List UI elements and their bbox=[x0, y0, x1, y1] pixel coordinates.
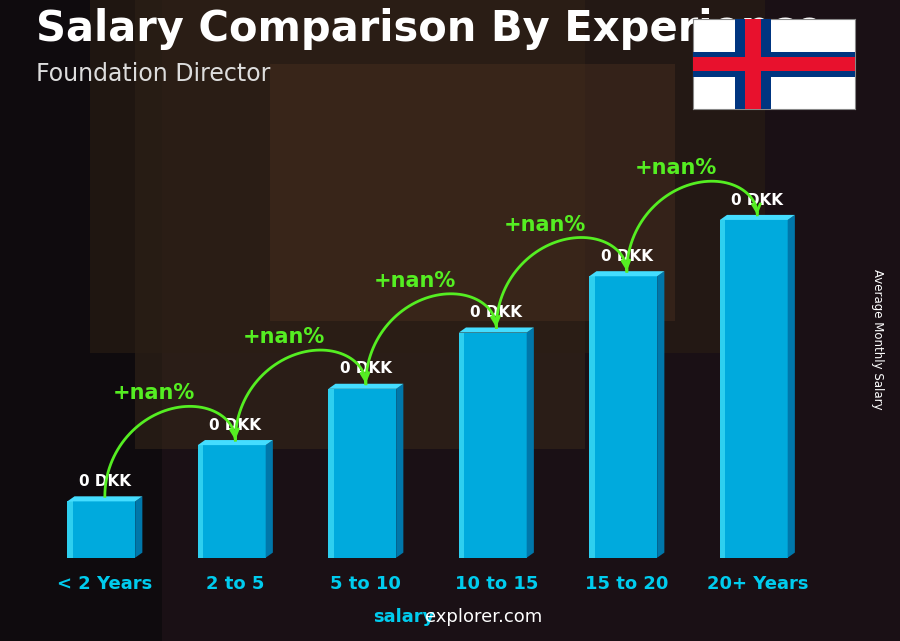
Text: 0 DKK: 0 DKK bbox=[471, 305, 522, 320]
Polygon shape bbox=[328, 384, 403, 389]
Polygon shape bbox=[657, 271, 664, 558]
Text: 5 to 10: 5 to 10 bbox=[330, 574, 401, 592]
Polygon shape bbox=[396, 384, 403, 558]
Bar bbox=[693, 57, 855, 71]
Text: +nan%: +nan% bbox=[504, 215, 587, 235]
Polygon shape bbox=[590, 276, 657, 558]
Polygon shape bbox=[720, 220, 788, 558]
Text: explorer.com: explorer.com bbox=[425, 608, 542, 626]
Polygon shape bbox=[198, 445, 203, 558]
Text: Salary Comparison By Experience: Salary Comparison By Experience bbox=[36, 8, 824, 50]
Text: 0 DKK: 0 DKK bbox=[340, 362, 392, 376]
Text: +nan%: +nan% bbox=[243, 327, 326, 347]
Text: 0 DKK: 0 DKK bbox=[732, 192, 783, 208]
Polygon shape bbox=[526, 328, 534, 558]
Text: +nan%: +nan% bbox=[634, 158, 717, 178]
Text: 0 DKK: 0 DKK bbox=[601, 249, 652, 264]
Bar bbox=[693, 51, 855, 77]
Polygon shape bbox=[68, 501, 73, 558]
Polygon shape bbox=[459, 333, 464, 558]
Text: salary: salary bbox=[374, 608, 435, 626]
Text: 0 DKK: 0 DKK bbox=[79, 474, 130, 489]
Polygon shape bbox=[459, 328, 534, 333]
Polygon shape bbox=[198, 440, 273, 445]
Bar bbox=[0, 0, 162, 641]
Polygon shape bbox=[68, 501, 135, 558]
Text: +nan%: +nan% bbox=[374, 271, 456, 291]
Text: Average Monthly Salary: Average Monthly Salary bbox=[871, 269, 884, 410]
Text: 10 to 15: 10 to 15 bbox=[454, 574, 538, 592]
Polygon shape bbox=[590, 276, 595, 558]
Bar bbox=[735, 19, 770, 109]
Text: +nan%: +nan% bbox=[112, 383, 195, 403]
Polygon shape bbox=[266, 440, 273, 558]
Polygon shape bbox=[788, 215, 795, 558]
Polygon shape bbox=[68, 496, 142, 501]
Polygon shape bbox=[328, 389, 396, 558]
Bar bbox=[630, 0, 900, 641]
Polygon shape bbox=[720, 215, 795, 220]
Polygon shape bbox=[328, 389, 334, 558]
Polygon shape bbox=[590, 271, 664, 276]
Text: 2 to 5: 2 to 5 bbox=[206, 574, 265, 592]
Text: 0 DKK: 0 DKK bbox=[210, 418, 261, 433]
Polygon shape bbox=[720, 220, 725, 558]
Polygon shape bbox=[198, 445, 266, 558]
Bar bbox=[90, 0, 765, 353]
Text: < 2 Years: < 2 Years bbox=[58, 574, 152, 592]
Bar bbox=[270, 64, 675, 321]
Text: 20+ Years: 20+ Years bbox=[706, 574, 808, 592]
Text: 15 to 20: 15 to 20 bbox=[585, 574, 669, 592]
Polygon shape bbox=[135, 496, 142, 558]
Polygon shape bbox=[459, 333, 526, 558]
Bar bbox=[745, 19, 761, 109]
Bar bbox=[135, 0, 585, 449]
Text: Foundation Director: Foundation Director bbox=[36, 62, 270, 86]
